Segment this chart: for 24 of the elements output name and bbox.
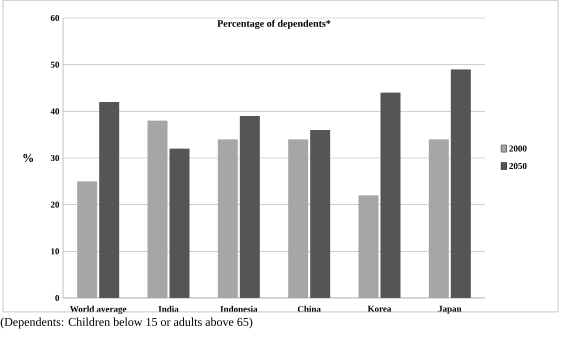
y-tick-label: 60 <box>50 14 60 22</box>
y-tick-label: 10 <box>51 248 60 254</box>
x-tick-label: Indonesia <box>220 306 258 312</box>
chart-title: Percentage of dependents* <box>217 20 330 29</box>
y-tick-label: 0 <box>55 294 60 302</box>
legend-label: 2050 <box>509 162 527 170</box>
bar <box>450 69 471 298</box>
x-tick-label: Japan <box>438 306 462 314</box>
bar <box>310 130 330 298</box>
y-tick-label: 20 <box>50 202 60 208</box>
bar <box>99 102 120 298</box>
bar <box>380 92 400 298</box>
bar <box>170 148 190 298</box>
text: (Dependents: Children below 15 or adults above 65) <box>0 318 252 328</box>
x-tick-label: World average <box>70 306 126 314</box>
bar <box>240 116 260 298</box>
x-tick-label: China <box>298 306 321 312</box>
x-tick-label: Korea <box>368 306 392 312</box>
y-axis-title: % <box>23 154 34 162</box>
y-tick-label: 40 <box>50 108 60 114</box>
y-tick-label: 30 <box>50 154 60 162</box>
legend-label: 2000 <box>509 146 527 152</box>
y-tick-label: 50 <box>50 62 60 68</box>
x-tick-label: India <box>158 306 179 312</box>
